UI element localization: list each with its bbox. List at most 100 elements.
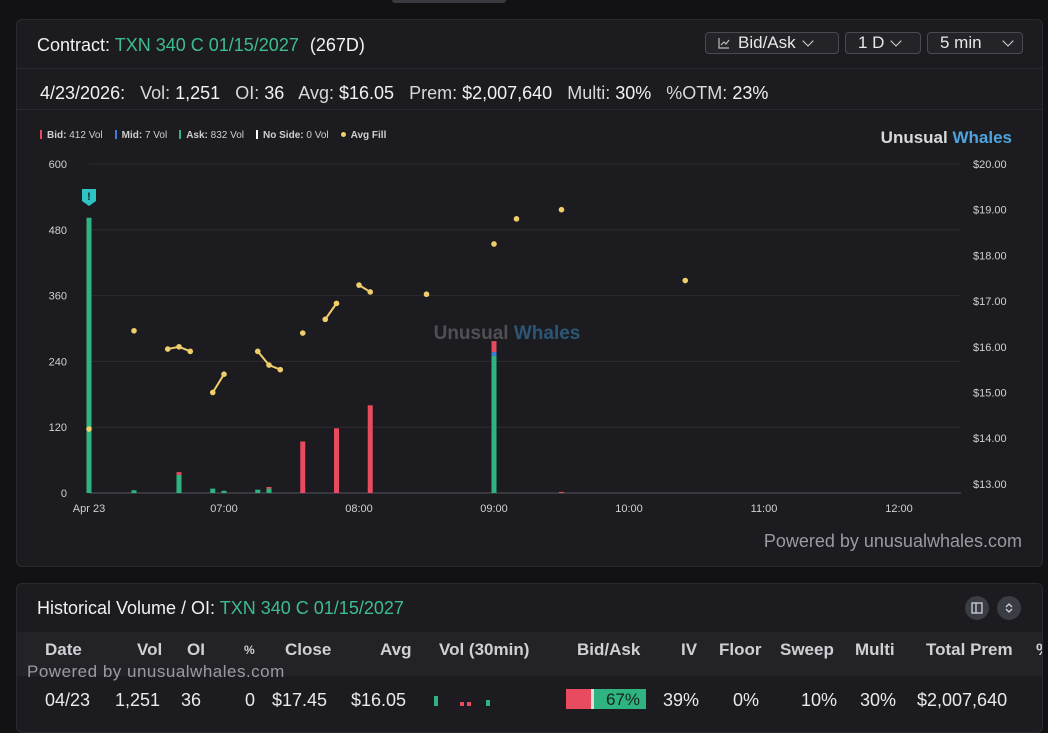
- bidask-bar: 67%: [566, 689, 646, 709]
- y-right-tick-label: $20.00: [973, 159, 1007, 171]
- avg-fill-point: [254, 348, 261, 355]
- col-vol-30min[interactable]: Vol (30min): [439, 640, 530, 659]
- stats-prem: $2,007,640: [462, 83, 553, 103]
- header-divider: [17, 68, 1042, 69]
- contract-label: Contract:: [37, 35, 111, 55]
- volume-chart: 0 120 240 360 480 600 $13.00 $14.00 $15.00 $16.00…: [49, 159, 1007, 515]
- avg-fill-point: [367, 289, 374, 295]
- ask-bar: [255, 489, 261, 493]
- avg-fill-point: [356, 282, 362, 288]
- chart-legend: Bid: 412 Vol Mid: 7 Vol Ask: 832 Vol No …: [40, 130, 386, 141]
- bid-bar: [176, 472, 182, 475]
- ask-bar: [491, 355, 497, 493]
- legend-bid[interactable]: Bid: 412 Vol: [40, 130, 103, 141]
- bidask-bid-fill: [566, 689, 591, 709]
- line-chart-icon: [718, 38, 730, 49]
- y-right-tick-label: $16.00: [973, 342, 1007, 354]
- vol-30min-sparkline: [434, 696, 490, 706]
- y-right-tick-label: $18.00: [973, 250, 1007, 262]
- y-left-tick-label: 0: [61, 488, 67, 500]
- contract-symbol[interactable]: TXN 340 C 01/15/2027: [114, 35, 299, 55]
- table-header: Date Vol OI % Close Avg Vol (30min) Bid/…: [17, 632, 1042, 676]
- alert-marker-label: !: [87, 191, 91, 203]
- interval-dropdown[interactable]: 5 min: [927, 32, 1023, 54]
- y-right-tick-label: $13.00: [973, 479, 1007, 491]
- ask-bar: [266, 488, 272, 493]
- bidask-percent: 67%: [605, 690, 640, 709]
- contract-header: Contract: TXN 340 C 01/15/2027 (267D): [37, 35, 365, 56]
- powered-by-watermark: Powered by unusualwhales.com: [27, 662, 285, 681]
- top-tab-handle: [392, 0, 506, 3]
- col-pct[interactable]: %: [244, 643, 255, 657]
- chevron-down-icon: [890, 35, 903, 47]
- legend-noside[interactable]: No Side: 0 Vol: [256, 130, 329, 141]
- history-title: Historical Volume / OI: TXN 340 C 01/15/…: [37, 598, 404, 619]
- range-dropdown-label: 1 D: [858, 33, 885, 52]
- avg-label: Avg:: [298, 83, 334, 103]
- avg-fill-point: [187, 348, 194, 355]
- row-close: $17.45: [272, 690, 328, 710]
- col-iv[interactable]: IV: [681, 640, 698, 659]
- row-floor: 0%: [733, 690, 760, 710]
- mid-bar: [491, 352, 497, 356]
- row-sweep: 10%: [801, 690, 838, 710]
- y-left-tick-label: 120: [49, 422, 67, 434]
- legend-avg-fill[interactable]: Avg Fill: [340, 130, 386, 141]
- col-bidask[interactable]: Bid/Ask: [577, 640, 641, 659]
- avg-fill-point: [322, 316, 329, 323]
- y-left-tick-label: 480: [49, 225, 67, 237]
- col-oi[interactable]: OI: [187, 640, 205, 659]
- legend-ask[interactable]: Ask: 832 Vol: [179, 130, 244, 141]
- stats-row: 4/23/2026: Vol: 1,251 OI: 36 Avg: $16.05…: [40, 83, 778, 104]
- y-right-tick-label: $15.00: [973, 387, 1007, 399]
- col-close[interactable]: Close: [285, 640, 332, 659]
- bidask-dropdown[interactable]: Bid/Ask: [705, 32, 839, 54]
- powered-by-text[interactable]: Powered by unusualwhales.com: [763, 531, 1022, 551]
- row-avg: $16.05: [351, 690, 407, 710]
- ask-bar: [221, 490, 227, 493]
- chevron-down-icon: [1002, 35, 1014, 47]
- avg-fill-line: [324, 302, 338, 320]
- x-tick-label: Apr 23: [73, 503, 105, 515]
- stats-vol: 1,251: [175, 83, 221, 103]
- avg-fill-point: [209, 389, 216, 396]
- col-floor[interactable]: Floor: [719, 640, 762, 659]
- avg-fill-point: [299, 330, 306, 336]
- col-pct-2[interactable]: %: [1036, 640, 1042, 660]
- col-vol[interactable]: Vol: [137, 640, 163, 659]
- avg-fill-point: [682, 277, 689, 284]
- col-date[interactable]: Date: [45, 640, 82, 659]
- avg-fill-point: [513, 216, 520, 222]
- prem-label: Prem:: [409, 83, 458, 103]
- columns-icon[interactable]: [965, 596, 989, 620]
- multi-label: Multi:: [567, 83, 611, 103]
- history-symbol[interactable]: TXN 340 C 01/15/2027: [219, 598, 404, 618]
- y-left-tick-label: 360: [49, 291, 67, 303]
- range-dropdown[interactable]: 1 D: [845, 32, 921, 54]
- stats-date: 4/23/2026:: [40, 83, 126, 103]
- y-left-tick-label: 600: [49, 159, 67, 171]
- bid-bar: [266, 486, 272, 489]
- ask-bar: [176, 474, 182, 493]
- bid-bar: [334, 428, 339, 493]
- col-multi[interactable]: Multi: [855, 640, 895, 659]
- x-tick-label: 07:00: [210, 503, 238, 515]
- x-tick-label: 11:00: [751, 503, 778, 515]
- chart-watermark: Unusual Whales: [434, 323, 581, 344]
- row-total-prem: $2,007,640: [917, 690, 1008, 710]
- oi-label: OI:: [235, 83, 260, 103]
- col-total-prem[interactable]: Total Prem: [926, 640, 1013, 659]
- row-pct: 0: [245, 690, 256, 710]
- legend-mid[interactable]: Mid: 7 Vol: [114, 130, 167, 141]
- expand-collapse-icon[interactable]: [997, 596, 1021, 620]
- y-left-tick-label: 240: [49, 356, 67, 368]
- x-tick-label: 09:00: [480, 503, 508, 515]
- bidask-dropdown-label: Bid/Ask: [738, 33, 796, 52]
- col-avg[interactable]: Avg: [380, 640, 412, 659]
- stats-otm: 23%: [732, 83, 769, 103]
- avg-fill-point: [86, 426, 92, 432]
- col-sweep[interactable]: Sweep: [780, 640, 834, 659]
- avg-fill-point: [176, 343, 182, 350]
- alert-marker-icon: [82, 189, 96, 206]
- avg-fill-point: [491, 241, 497, 247]
